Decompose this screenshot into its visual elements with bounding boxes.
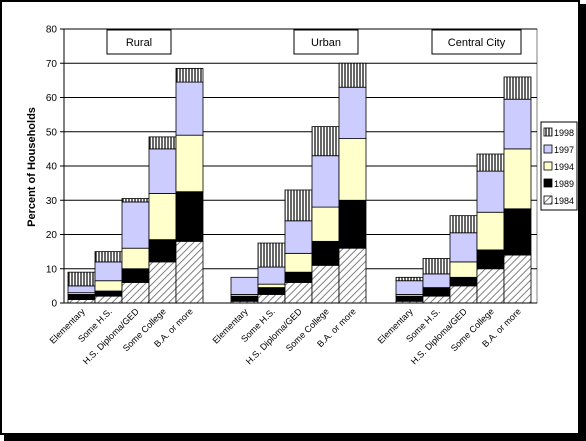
- group-label-box: [431, 29, 522, 55]
- bar-segment-1989: [94, 290, 123, 297]
- bar-segment-1998: [67, 271, 96, 287]
- bar-segment-1997: [476, 170, 505, 213]
- bar-segment-1998: [476, 153, 505, 172]
- bar-segment-1998: [284, 189, 313, 222]
- bar-segment-1998: [422, 258, 451, 275]
- bar-segment-1997: [503, 98, 532, 150]
- bar-segment-1994: [311, 206, 340, 242]
- y-tick-label: 70: [46, 59, 58, 70]
- bar-segment-1997: [422, 273, 451, 288]
- bar-segment-1984: [94, 295, 123, 304]
- bar-segment-1984: [503, 254, 532, 304]
- legend-swatch-1984: [543, 195, 553, 205]
- bar-segment-1998: [175, 67, 204, 83]
- bar-segment-1984: [449, 285, 478, 304]
- bar-segment-1997: [311, 155, 340, 208]
- bar-segment-1984: [148, 261, 177, 304]
- bar-segment-1984: [284, 282, 313, 304]
- bar-segment-1989: [257, 287, 286, 295]
- bar-segment-1998: [311, 126, 340, 157]
- bar-segment-1989: [395, 295, 424, 302]
- bar-segment-1984: [476, 268, 505, 304]
- bar-segment-1997: [175, 81, 204, 136]
- group-label: Urban: [311, 37, 341, 49]
- y-tick-label: 10: [46, 264, 58, 275]
- legend-label: 1994: [554, 162, 574, 172]
- y-tick-label: 20: [46, 230, 58, 241]
- legend-label: 1984: [554, 196, 574, 206]
- group-label: Central City: [448, 37, 506, 49]
- bar-segment-1989: [148, 239, 177, 263]
- bar-segment-1997: [67, 285, 96, 294]
- bar-segment-1989: [67, 294, 96, 300]
- y-axis-label: Percent of Households: [26, 107, 38, 227]
- legend-label: 1997: [554, 145, 574, 155]
- y-tick-label: 80: [46, 25, 58, 36]
- bar-segment-1997: [257, 266, 286, 285]
- bar-segment-1984: [175, 240, 204, 304]
- bar-segment-1997: [148, 148, 177, 194]
- bar-segment-1998: [148, 136, 177, 150]
- bar-segment-1989: [503, 208, 532, 256]
- bar-segment-1994: [121, 247, 150, 270]
- bar-segment-1997: [284, 220, 313, 254]
- group-label-box: [293, 29, 359, 55]
- bar-segment-1998: [395, 276, 424, 282]
- legend: 1998 1997 1994 1989 1984: [540, 121, 578, 211]
- bar-segment-1997: [449, 232, 478, 263]
- bar-segment-1998: [257, 242, 286, 268]
- y-tick-label: 0: [51, 299, 57, 310]
- group-labels: Rural Urban Central City: [106, 29, 522, 55]
- bar-segment-1989: [422, 287, 451, 297]
- bar-segment-1997: [338, 86, 367, 139]
- bar-segment-1989: [230, 295, 259, 302]
- legend-label: 1998: [554, 128, 574, 138]
- bar-segment-1994: [284, 252, 313, 273]
- bar-segment-1994: [94, 280, 123, 292]
- bar-segment-1989: [338, 199, 367, 249]
- bar-segment-1984: [67, 299, 96, 304]
- bar-segment-1984: [422, 295, 451, 304]
- group-label-box: [106, 29, 172, 55]
- legend-swatch-1994: [543, 161, 553, 171]
- y-tick-label: 50: [46, 127, 58, 138]
- legend-swatch-1997: [543, 144, 553, 154]
- bar-segment-1989: [121, 268, 150, 283]
- bar-segment-1997: [395, 280, 424, 295]
- bar-segment-1994: [503, 148, 532, 210]
- y-tick-label: 60: [46, 93, 58, 104]
- bar-segment-1994: [338, 138, 367, 201]
- bar-segment-1989: [449, 276, 478, 287]
- bar-segment-1998: [449, 215, 478, 234]
- bar-segment-1994: [148, 192, 177, 241]
- group-label: Rural: [126, 37, 152, 49]
- bar-segment-1989: [476, 249, 505, 270]
- bar-segment-1989: [284, 271, 313, 283]
- bar-segment-1998: [121, 198, 150, 203]
- bar-segment-1997: [121, 201, 150, 249]
- chart-frame: 0 10 20 30 40 50 60 70 80 Elementary Some H.S. H.S.…: [0, 0, 580, 435]
- y-tick-label: 40: [46, 162, 58, 173]
- bar-segment-1984: [121, 282, 150, 304]
- bar-segment-1984: [338, 247, 367, 304]
- bar-segment-1997: [94, 261, 123, 282]
- y-tick-label: 30: [46, 196, 58, 207]
- bar-segment-1994: [476, 211, 505, 251]
- legend-swatch-1989: [543, 178, 553, 188]
- bar-segment-1994: [449, 261, 478, 278]
- bars: [67, 62, 532, 304]
- legend-swatch-1998: [543, 127, 553, 137]
- bar-segment-1998: [338, 62, 367, 88]
- bar-segment-1997: [230, 276, 259, 295]
- bar-segment-1989: [175, 191, 204, 242]
- bar-segment-1994: [257, 283, 286, 288]
- bar-segment-1998: [503, 76, 532, 100]
- bar-segment-1994: [175, 134, 204, 193]
- bar-segment-1998: [94, 251, 123, 263]
- bar-segment-1989: [311, 240, 340, 266]
- bar-segment-1984: [311, 264, 340, 304]
- legend-label: 1989: [554, 179, 574, 189]
- bar-segment-1984: [257, 294, 286, 304]
